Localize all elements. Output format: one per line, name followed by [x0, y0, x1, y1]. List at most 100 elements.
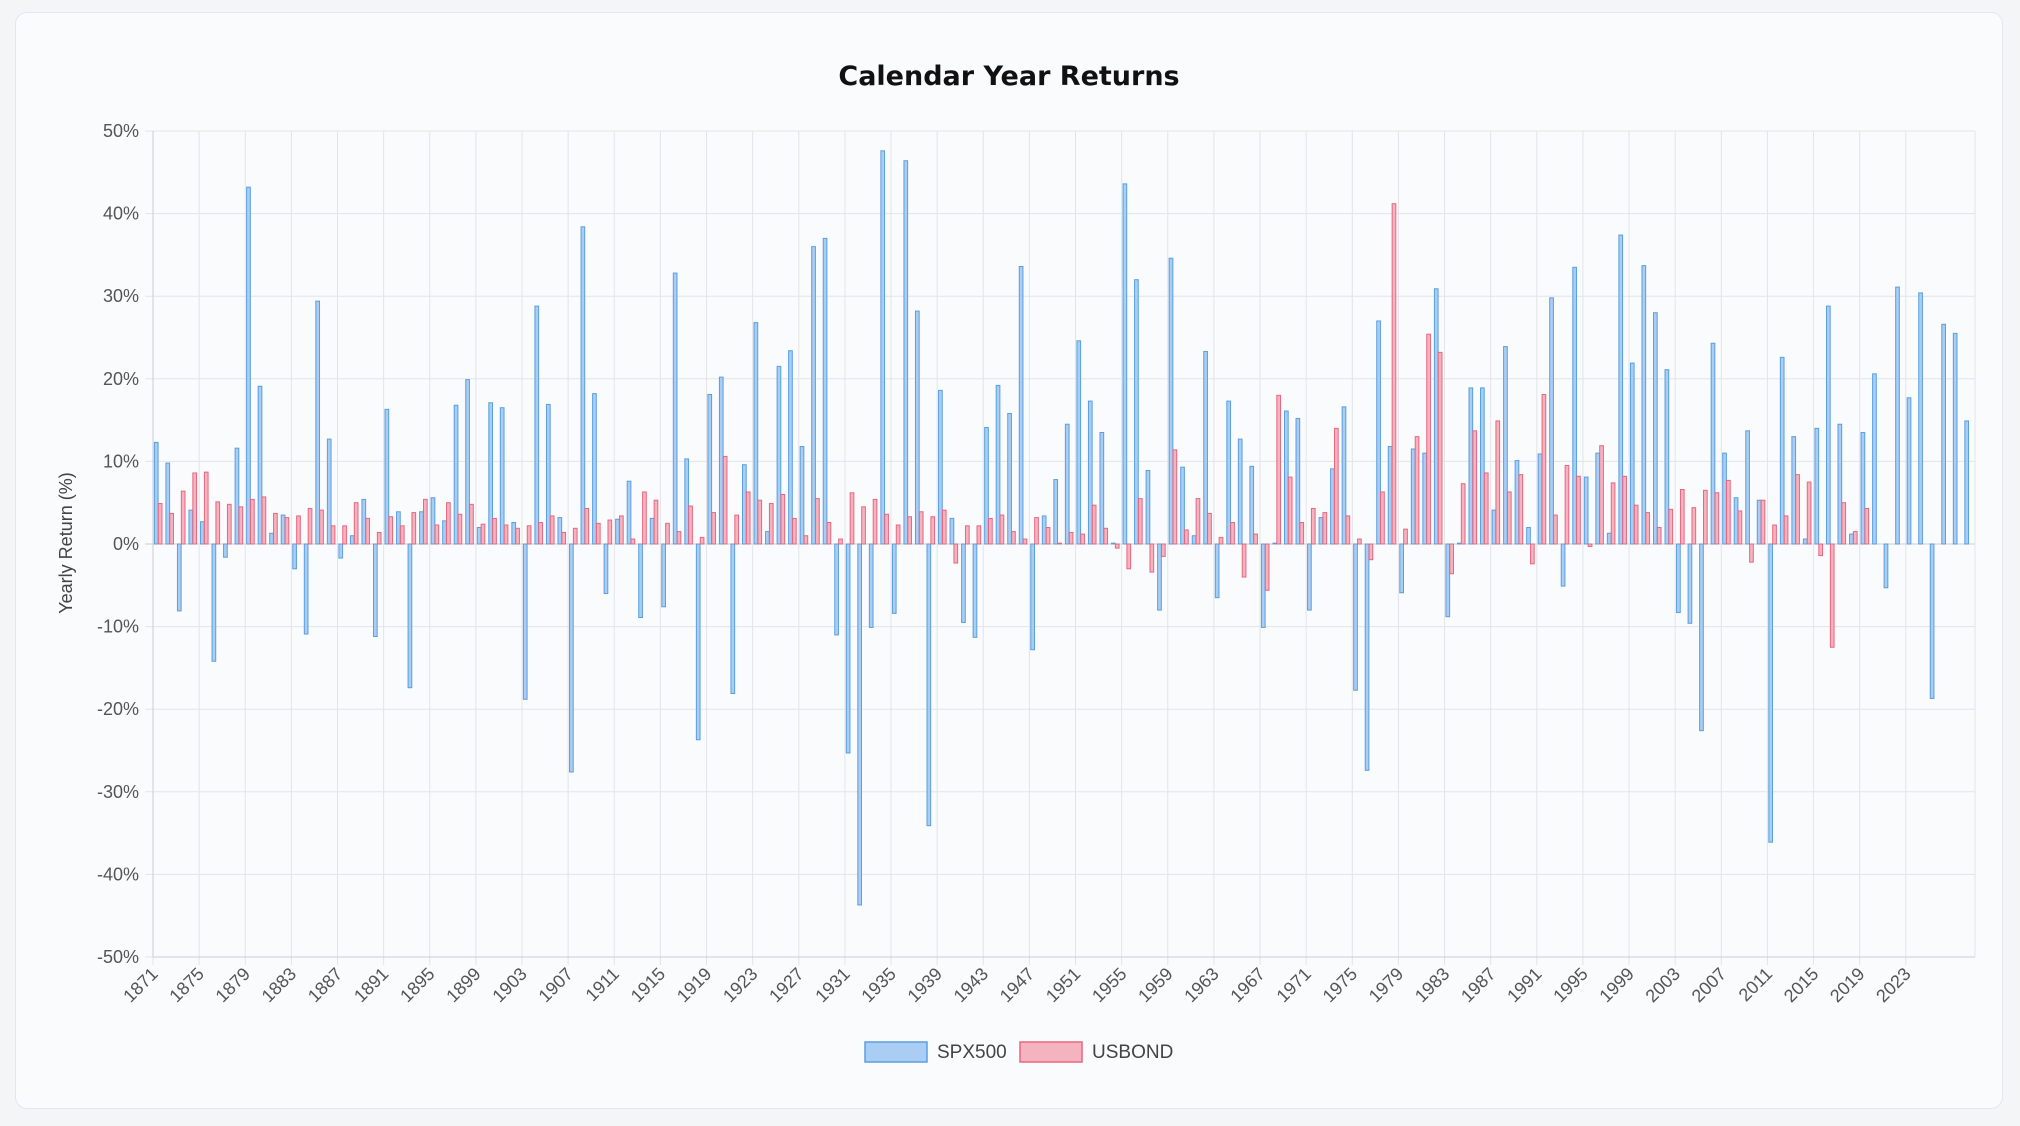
bar-usbond-2018 [1852, 531, 1858, 545]
bar-usbond-1992 [1553, 514, 1558, 545]
bar-spx500-1910 [603, 543, 609, 595]
bar-usbond-1910 [607, 519, 613, 545]
bar-usbond-1998 [1622, 475, 1627, 545]
bar-spx500-1959 [1168, 257, 1174, 545]
bar-spx500-1968 [1272, 542, 1278, 545]
bar-spx500-1931 [845, 543, 851, 754]
bar-spx500-1982 [1433, 288, 1439, 545]
bar-usbond-1924 [768, 503, 774, 545]
bar-spx500-1973 [1330, 468, 1335, 545]
bar-spx500-1876 [211, 543, 217, 662]
x-tick-label: 1951 [1042, 964, 1084, 1006]
bar-usbond-2012 [1783, 515, 1789, 545]
bar-usbond-1922 [745, 491, 751, 545]
bar-spx500-1933 [868, 543, 874, 628]
bar-usbond-1953 [1103, 527, 1109, 545]
x-axis: 1871 1875 1879 1883 1887 1891 1895 1899 1903 1907… [119, 964, 1914, 1006]
bar-usbond-2000 [1645, 512, 1651, 545]
bar-spx500-2001 [1653, 312, 1658, 545]
bar-spx500-1934 [880, 150, 886, 545]
bar-usbond-2017 [1841, 502, 1847, 545]
bar-spx500-1912 [626, 480, 632, 545]
bar-spx500-1946 [1018, 265, 1024, 545]
bar-spx500-1995 [1583, 476, 1589, 545]
bar-usbond-1977 [1380, 491, 1385, 545]
bar-usbond-1943 [988, 517, 993, 545]
bar-usbond-1979 [1403, 528, 1408, 545]
bar-spx500-1893 [407, 543, 413, 689]
bar-usbond-1971 [1310, 507, 1316, 545]
bar-usbond-1905 [549, 515, 555, 545]
bar-usbond-1942 [976, 525, 982, 545]
bar-spx500-2005 [1699, 543, 1704, 732]
bar-usbond-2006 [1714, 492, 1720, 545]
bar-usbond-1937 [918, 511, 924, 545]
bar-spx500-1983 [1445, 543, 1451, 618]
x-tick-label: 1983 [1411, 964, 1453, 1006]
bar-usbond-1919 [711, 512, 716, 545]
bar-usbond-1968 [1276, 394, 1282, 545]
y-tick-label: 0% [113, 534, 139, 554]
chart-title: Calendar Year Returns [838, 61, 1180, 92]
bar-usbond-1993 [1564, 465, 1570, 545]
x-tick-label: 1987 [1457, 964, 1499, 1006]
bar-usbond-1934 [884, 513, 889, 545]
bar-spx500-1899 [476, 526, 482, 545]
y-tick-label: 30% [103, 286, 139, 306]
bar-usbond-1892 [399, 525, 405, 545]
bar-usbond-1976 [1368, 543, 1374, 561]
bar-usbond-2008 [1737, 510, 1743, 545]
bar-spx500-1947 [1030, 543, 1035, 651]
bar-usbond-1917 [688, 505, 693, 545]
x-tick-label: 1939 [904, 964, 946, 1006]
bar-usbond-1986 [1483, 472, 1489, 545]
bar-usbond-1987 [1495, 420, 1501, 545]
x-tick-label: 1923 [719, 964, 761, 1006]
bar-spx500-1999 [1629, 362, 1635, 545]
bar-usbond-1939 [941, 509, 947, 545]
bar-usbond-1936 [907, 516, 913, 545]
bar-spx500-1971 [1307, 543, 1312, 611]
bar-usbond-2010 [1760, 499, 1766, 545]
x-tick-label: 1927 [765, 964, 807, 1006]
bar-spx500-1915 [661, 543, 666, 608]
bar-usbond-2011 [1772, 524, 1777, 545]
bar-usbond-2001 [1656, 526, 1662, 545]
bar-usbond-1886 [330, 525, 336, 545]
bar-usbond-1928 [815, 498, 820, 545]
x-tick-label: 2023 [1872, 964, 1914, 1006]
bar-usbond-1874 [192, 472, 198, 545]
bar-spx500-1986 [1480, 387, 1485, 545]
x-tick-label: 2003 [1642, 964, 1684, 1006]
bar-spx500-1898 [465, 379, 470, 545]
bar-usbond-1975 [1357, 538, 1362, 545]
bar-usbond-2013 [1795, 474, 1800, 545]
bar-spx500-1885 [315, 300, 321, 545]
x-tick-label: 1919 [673, 964, 715, 1006]
bar-spx500-1975 [1353, 543, 1358, 691]
bar-spx500-1917 [684, 458, 690, 545]
x-tick-label: 1935 [857, 964, 899, 1006]
bar-spx500-1882 [280, 514, 286, 545]
bar-spx500-1949 [1053, 479, 1059, 545]
bar-spx500-1892 [396, 511, 401, 545]
bar-spx500-1964 [1226, 400, 1232, 545]
bar-spx500-1937 [914, 310, 920, 545]
bar-usbond-1885 [319, 509, 324, 545]
bar-spx500-2023 [1906, 397, 1912, 545]
bar-usbond-2009 [1749, 543, 1754, 563]
bar-usbond-1933 [872, 498, 878, 545]
bar-usbond-1938 [930, 516, 936, 545]
bar-spx500-1955 [1122, 183, 1128, 545]
bar-spx500-2009 [1745, 430, 1750, 545]
bar-spx500-1887 [338, 543, 344, 559]
bar-spx500-1889 [361, 498, 367, 545]
bar-spx500-2021 [1883, 543, 1889, 589]
legend: SPX500 USBOND [864, 1041, 1173, 1063]
bar-spx500-1972 [1318, 517, 1324, 545]
bar-spx500-2014 [1802, 538, 1808, 545]
bar-spx500-1875 [200, 521, 205, 545]
bar-spx500-1952 [1087, 400, 1093, 545]
bar-spx500-1960 [1180, 466, 1185, 545]
bar-spx500-1988 [1503, 346, 1508, 545]
